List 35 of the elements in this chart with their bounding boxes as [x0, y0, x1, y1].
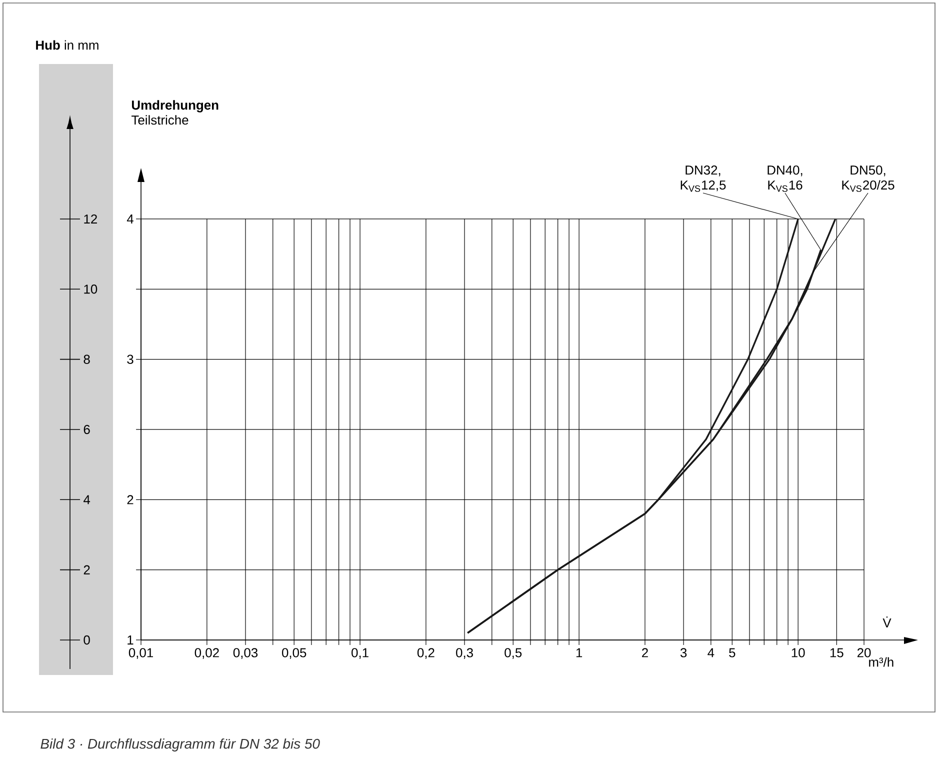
text: Bild 3 · Durchflussdiagramm für DN 32 bis 50: [40, 738, 320, 752]
x-tick-label: 0,01: [128, 648, 153, 659]
y2-tick-label: 0: [84, 635, 90, 645]
x-tick-label: 20: [857, 648, 871, 658]
x-tick-label: 0,03: [233, 648, 258, 659]
x-tick-label: 10: [792, 648, 805, 658]
text: DN50, K$_{VS}$20/25: [842, 165, 894, 192]
x-tick-label: 0,5: [504, 648, 522, 659]
text: Hub in mm: [36, 40, 98, 50]
y-tick-label: 1: [128, 636, 134, 644]
x-tick-label: 0,3: [456, 648, 473, 659]
x-tick-label: 4: [708, 648, 714, 658]
x-tick-label: 0,2: [417, 648, 434, 659]
x-tick-label: 15: [830, 648, 844, 658]
x-tick-label: 2: [642, 648, 648, 658]
y2-tick-label: 2: [84, 565, 90, 574]
x-tick-label: 1: [576, 648, 582, 658]
text: DN40, K$_{VS}$16: [768, 165, 802, 192]
y2-tick-label: 8: [84, 354, 90, 364]
text: Umdrehungen Teilstriche: [132, 100, 218, 125]
x-tick-label: 3: [680, 648, 687, 658]
y2-tick-label: 10: [84, 284, 98, 294]
x-tick-label: 0,1: [352, 648, 368, 659]
y2-tick-label: 6: [84, 424, 90, 434]
x-tick-label: 0,05: [282, 648, 306, 659]
text: DN32, K$_{VS}$12,5: [680, 165, 726, 192]
y2-tick-label: 12: [84, 214, 97, 224]
text: m³/h: [869, 657, 894, 667]
y-tick-label: 3: [127, 354, 134, 364]
y-tick-label: 4: [126, 214, 134, 224]
x-tick-label: 0,02: [194, 648, 219, 659]
y-tick-label: 2: [127, 495, 134, 504]
y2-tick-label: 4: [84, 495, 90, 504]
x-axis-title: V̇: [882, 616, 892, 628]
x-tick-label: 5: [729, 648, 736, 658]
